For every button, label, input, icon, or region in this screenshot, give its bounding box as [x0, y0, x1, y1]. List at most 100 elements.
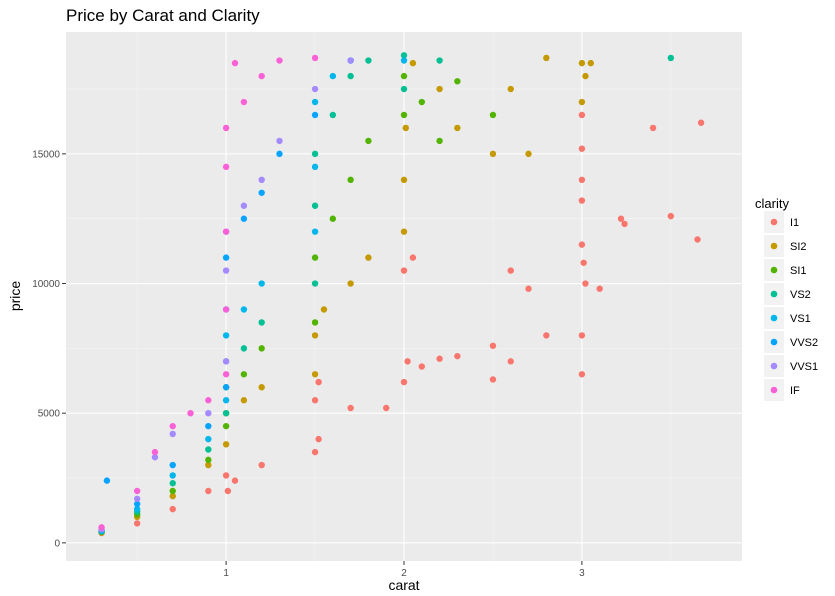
data-point: [222, 371, 230, 378]
legend-key-dot: [770, 218, 778, 226]
data-point: [151, 448, 159, 456]
data-point: [404, 358, 411, 365]
data-point: [311, 54, 319, 62]
data-point: [222, 397, 230, 404]
data-point: [205, 409, 212, 417]
data-point: [222, 306, 230, 313]
data-point: [578, 197, 586, 204]
data-point: [436, 137, 443, 145]
data-point: [436, 355, 443, 362]
x-tick-label: 2: [401, 568, 407, 579]
data-point: [580, 259, 587, 266]
data-point: [133, 487, 141, 495]
data-point: [617, 215, 625, 222]
data-point: [276, 137, 283, 145]
y-axis: 0 5000 10000 15000: [32, 149, 66, 549]
data-point: [400, 267, 408, 274]
legend-title: clarity: [755, 196, 789, 211]
data-point: [311, 202, 319, 209]
data-point: [578, 371, 586, 378]
data-point: [258, 176, 265, 184]
data-point: [400, 111, 408, 119]
data-point: [169, 461, 176, 469]
data-point: [311, 111, 319, 119]
legend-key-dot: [770, 290, 778, 298]
data-point: [400, 57, 408, 64]
data-point: [258, 72, 265, 80]
data-point: [311, 332, 319, 339]
data-point: [240, 215, 248, 222]
x-axis: 1 2 3: [223, 561, 585, 579]
data-point: [587, 59, 594, 67]
data-point: [151, 454, 159, 461]
legend-item-I1: I1: [764, 211, 799, 233]
x-tick-label: 1: [223, 568, 229, 579]
data-point: [347, 280, 354, 287]
data-point: [649, 124, 657, 132]
data-point: [329, 215, 337, 222]
chart-title: Price by Carat and Clarity: [66, 6, 260, 25]
legend-item-VVS2: VVS2: [764, 331, 818, 353]
legend-label: SI2: [790, 241, 807, 253]
data-point: [311, 163, 319, 171]
data-point: [543, 332, 550, 339]
x-axis-label: carat: [388, 577, 419, 593]
legend-label: I1: [790, 217, 799, 229]
legend-label: VS1: [790, 313, 811, 325]
data-point: [311, 319, 319, 326]
data-point: [347, 57, 354, 64]
series-SI2: [98, 54, 594, 536]
legend-item-VVS1: VVS1: [764, 355, 818, 377]
data-point: [169, 505, 176, 513]
data-point: [315, 378, 322, 386]
data-point: [231, 477, 239, 484]
data-point: [454, 78, 461, 85]
data-point: [436, 85, 443, 93]
data-point: [169, 492, 176, 500]
data-point: [133, 495, 141, 502]
data-point: [329, 72, 337, 80]
data-point: [258, 461, 265, 469]
data-point: [169, 480, 176, 487]
data-point: [525, 285, 532, 292]
data-point: [222, 409, 230, 417]
x-tick-label: 3: [579, 568, 585, 579]
data-point: [311, 371, 319, 378]
data-point: [489, 111, 497, 119]
data-point: [489, 376, 497, 383]
legend: clarity I1 SI2 SI1 VS2 VS1 VVS2 VVS1 IF: [755, 196, 818, 401]
data-point: [621, 220, 628, 228]
data-point: [169, 472, 176, 479]
data-point: [240, 202, 248, 209]
data-point: [311, 448, 319, 456]
data-point: [240, 98, 248, 106]
data-point: [402, 124, 409, 132]
data-point: [400, 52, 408, 59]
data-point: [222, 228, 230, 235]
legend-label: SI1: [790, 265, 807, 277]
data-point: [169, 422, 176, 430]
data-point: [578, 98, 586, 106]
data-point: [222, 384, 230, 391]
data-point: [205, 422, 212, 430]
data-point: [365, 254, 372, 261]
data-point: [311, 397, 319, 404]
data-point: [205, 487, 212, 495]
data-point: [418, 98, 425, 106]
data-point: [169, 487, 176, 495]
data-point: [694, 236, 701, 243]
data-point: [169, 430, 176, 438]
legend-key-dot: [770, 386, 778, 394]
y-tick-label: 10000: [32, 279, 60, 290]
data-point: [329, 111, 337, 119]
data-point: [596, 285, 603, 292]
legend-label: VS2: [790, 289, 811, 301]
data-point: [383, 404, 390, 412]
data-point: [205, 397, 212, 404]
legend-key-dot: [770, 338, 778, 346]
data-point: [133, 505, 141, 513]
data-point: [543, 54, 550, 62]
data-point: [347, 176, 354, 184]
data-point: [578, 145, 586, 152]
